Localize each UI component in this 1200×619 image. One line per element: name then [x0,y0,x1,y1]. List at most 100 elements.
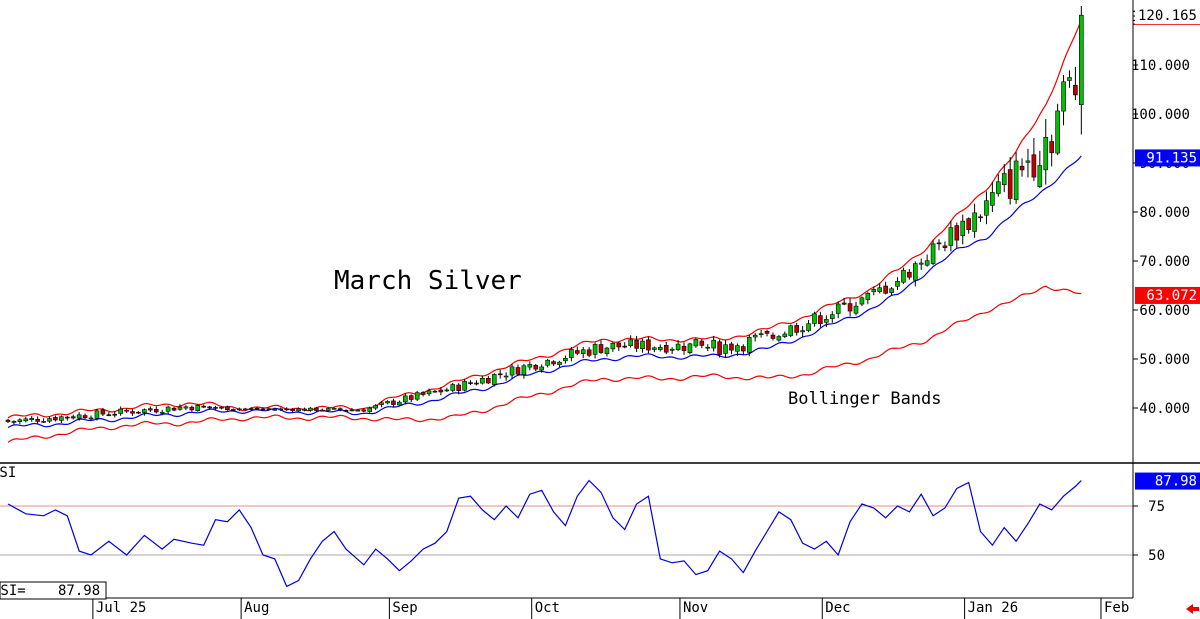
rsi-value-box [1135,472,1200,490]
rsi-value-label: 87.98 [1155,474,1197,490]
candle-down [284,408,290,411]
rsi-readout-value: 87.98 [58,583,100,599]
candle-up [426,390,432,395]
candle-up [746,337,752,353]
candle-up [1025,160,1031,163]
candle-up [758,333,764,335]
candle-up [669,348,675,351]
candle-up [752,334,758,338]
candle-up [877,287,883,292]
candle-up [1001,173,1007,185]
candle-down [1073,84,1078,96]
candle-up [835,303,841,314]
candle-up [539,366,545,371]
candle-up [1061,81,1066,112]
candle-up [782,333,788,337]
candle-down [82,415,88,419]
candle-up [652,347,657,350]
candle-down [53,417,58,421]
candle-up [527,364,533,368]
candle-down [954,225,960,241]
price-label-box [1135,286,1200,304]
candle-down [634,340,639,349]
candle-up [11,421,17,423]
candle-up [918,262,924,265]
price-tick-label: 100.000 [1131,107,1190,123]
candle-down [1049,141,1054,154]
candle-up [889,288,894,293]
candle-up [563,357,568,362]
candle-down [794,325,799,333]
candle-up [711,339,716,349]
candle-down [302,408,307,411]
candle-down [35,419,40,422]
rsi-line [7,479,1082,588]
scroll-left-arrow-icon[interactable] [1186,604,1199,614]
candle-down [574,350,580,354]
rsi-tick-label: 75 [1148,499,1165,515]
candle-down [717,341,722,355]
time-tick-label: Nov [683,600,708,616]
time-tick-label: Jan 26 [968,600,1019,616]
candle-up [59,416,64,421]
candle-up [159,411,165,414]
candle-down [106,414,112,417]
candle-down [266,408,272,411]
candle-down [497,373,503,376]
candle-down [729,343,734,351]
candle-down [551,361,556,365]
candle-down [646,339,651,351]
candle-up [308,407,313,411]
candle-up [901,269,906,283]
candle-up [829,314,835,319]
candle-up [1043,137,1049,171]
candle-down [663,345,669,353]
candle-up [385,401,390,404]
candle-up [403,395,408,403]
candle-down [207,406,212,409]
candle-up [450,384,456,391]
candle-down [254,408,260,410]
candle-down [616,342,622,348]
rsi-readout-label: RSI= [0,583,26,599]
candle-up [183,406,189,409]
candle-down [770,334,776,339]
candle-up [503,375,509,378]
candle-down [153,409,159,413]
candle-up [349,409,355,412]
candle-up [628,339,633,346]
candle-down [70,416,76,419]
candle-up [491,374,497,385]
time-tick-label: Feb [1104,600,1129,616]
candle-down [764,330,770,334]
price-label-box [1135,7,1200,25]
candle-up [373,405,378,409]
candle-down [171,407,177,411]
chart-title: March Silver [334,266,522,296]
candle-up [800,330,805,333]
candle-down [361,409,367,412]
candle-down [260,408,266,411]
candle-up [355,409,361,412]
candle-up [462,381,467,391]
candle-up [236,408,242,411]
upper-bollinger-band [7,19,1082,419]
candle-down [438,389,444,393]
candle-down [486,378,491,384]
candle-up [675,343,681,350]
time-tick-label: Sep [392,600,417,616]
candle-up [895,280,900,287]
candle-up [278,408,284,411]
candle-up [865,293,871,300]
candle-up [580,349,586,354]
candle-up [94,410,100,419]
candle-up [397,401,402,406]
price-label-text: 63.072 [1146,288,1197,304]
candle-down [124,409,129,412]
price-tick-label: 80.000 [1139,205,1190,221]
candle-down [391,400,396,405]
candle-up [29,417,35,420]
candle-up [1037,165,1043,187]
candle-up [219,406,224,409]
